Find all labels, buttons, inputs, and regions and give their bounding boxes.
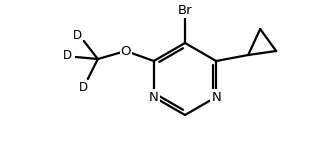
Text: D: D <box>63 48 72 61</box>
Text: O: O <box>120 44 131 57</box>
Text: N: N <box>211 91 221 104</box>
Text: D: D <box>73 29 82 42</box>
Text: D: D <box>79 80 88 94</box>
Text: Br: Br <box>178 4 192 17</box>
Text: N: N <box>149 91 159 104</box>
